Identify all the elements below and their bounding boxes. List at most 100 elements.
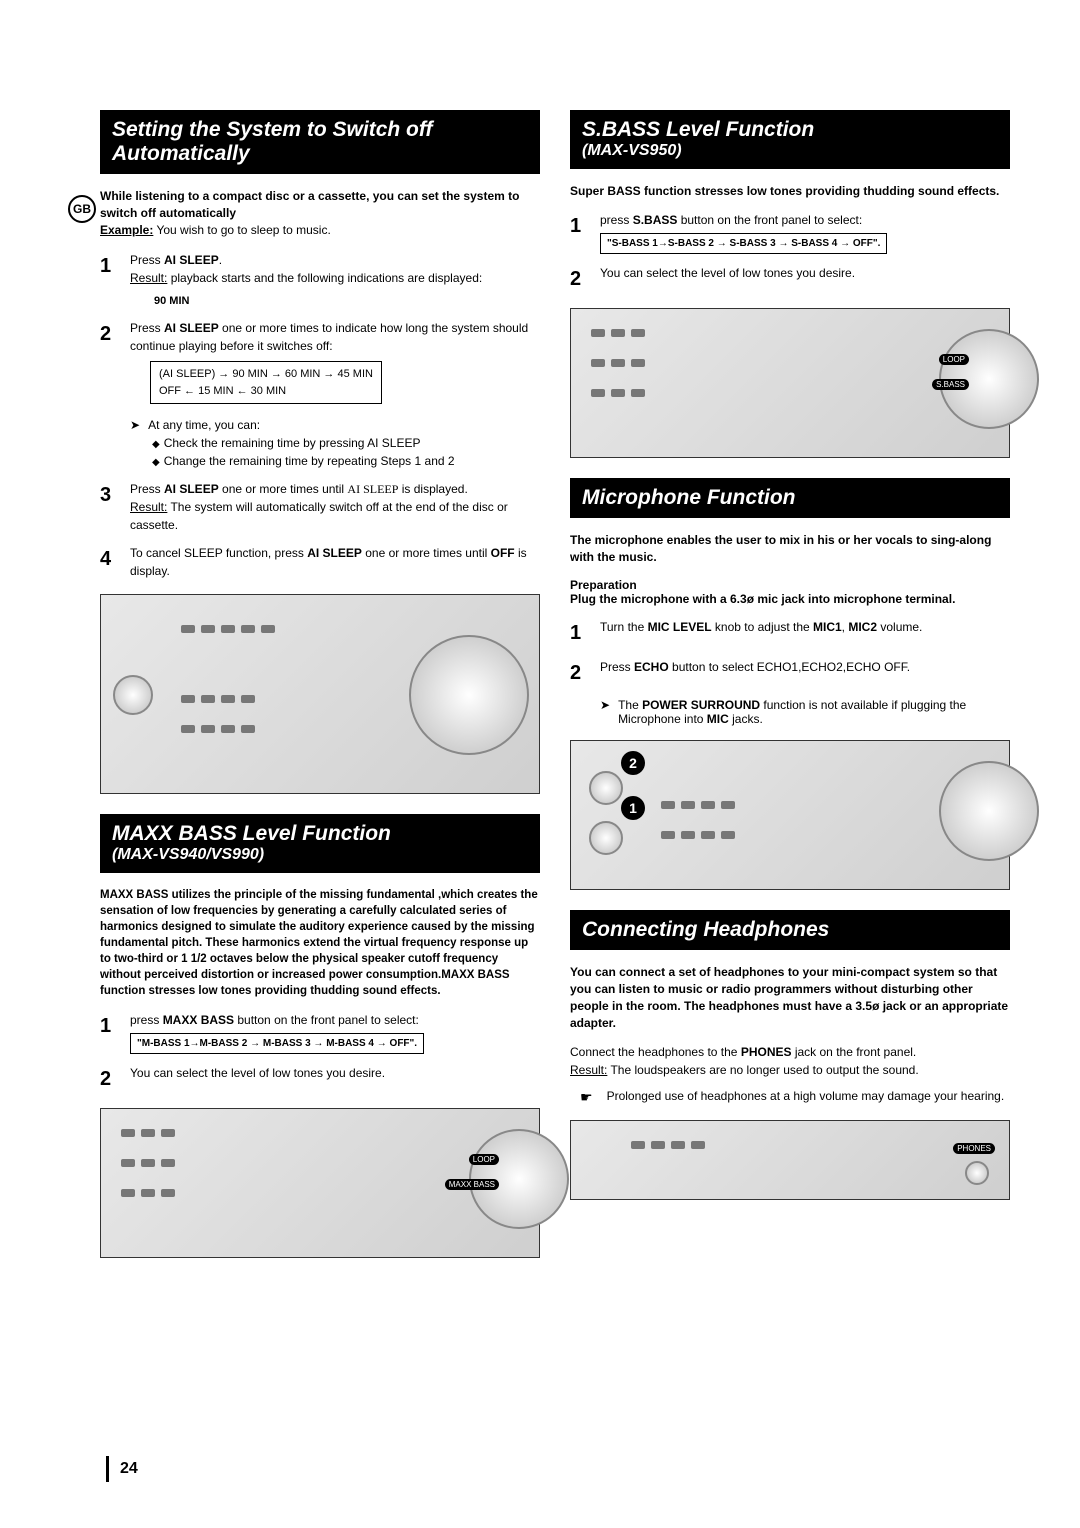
text: is displayed. [398, 482, 467, 496]
key-label: AI SLEEP [307, 546, 362, 560]
text: button on the front panel to select: [234, 1013, 419, 1027]
display-indication: 90 MIN [154, 293, 540, 310]
key-label: PHONES [741, 1045, 792, 1059]
text: Connect the headphones to the [570, 1045, 741, 1059]
example-label: Example: [100, 223, 153, 237]
text: one or more times until [219, 482, 348, 496]
result-label: Result: [130, 500, 167, 514]
text: The system will automatically switch off… [130, 500, 508, 532]
section-header-microphone: Microphone Function [570, 478, 1010, 518]
preparation-block: Preparation Plug the microphone with a 6… [570, 578, 1010, 606]
key-label: AI SLEEP [164, 482, 219, 496]
left-column: Setting the System to Switch off Automat… [100, 110, 540, 1278]
text: You can select the level of low tones yo… [600, 266, 855, 280]
maxx-bass-chip: MAXX BASS [445, 1179, 499, 1190]
text: Turn the [600, 620, 648, 634]
key-label: AI SLEEP [164, 321, 219, 335]
section-title: MAXX BASS Level Function [112, 822, 528, 846]
text: playback starts and the following indica… [167, 271, 482, 285]
step-number: 2 [100, 1064, 118, 1094]
text: Press [130, 321, 164, 335]
prep-text: Plug the microphone with a 6.3ø mic jack… [570, 592, 955, 606]
intro-block: While listening to a compact disc or a c… [100, 188, 540, 238]
mode-sequence: "M-BASS 1→M-BASS 2 → M-BASS 3 → M-BASS 4… [130, 1033, 424, 1054]
step-number: 1 [100, 251, 118, 310]
text: Change the remaining time by repeating S… [164, 454, 455, 468]
key-label: POWER SURROUND [642, 698, 760, 712]
step-1: 1 press S.BASS button on the front panel… [570, 211, 1010, 254]
steps-sbass: 1 press S.BASS button on the front panel… [570, 211, 1010, 294]
step-2: 2 Press AI SLEEP one or more times to in… [100, 319, 540, 470]
intro-text: Super BASS function stresses low tones p… [570, 183, 1010, 200]
text: Press [130, 253, 164, 267]
key-label: MIC [707, 712, 729, 726]
step-number: 2 [570, 264, 588, 294]
hand-icon [580, 1089, 599, 1106]
section-title: Microphone Function [582, 486, 998, 510]
text: You can select the level of low tones yo… [130, 1066, 385, 1080]
step-4: 4 To cancel SLEEP function, press AI SLE… [100, 544, 540, 580]
sequence-box: (AI SLEEP) → 90 MIN → 60 MIN → 45 MIN OF… [150, 361, 382, 404]
key-label: ECHO [634, 660, 669, 674]
key-label: MIC1 [813, 620, 842, 634]
callout-2: 2 [621, 751, 645, 775]
section-subtitle: (MAX-VS950) [582, 142, 998, 160]
sbass-chip: S.BASS [932, 379, 969, 390]
intro-text: You can connect a set of headphones to y… [570, 964, 1010, 1031]
device-figure-mic: 2 1 [570, 740, 1010, 890]
loop-chip: LOOP [939, 354, 969, 365]
warning-line: Prolonged use of headphones at a high vo… [580, 1089, 1010, 1106]
diamond-icon [152, 454, 164, 468]
step-number: 1 [100, 1011, 118, 1054]
step-3: 3 Press AI SLEEP one or more times until… [100, 480, 540, 534]
mode-sequence: "S-BASS 1→S-BASS 2 → S-BASS 3 → S-BASS 4… [600, 233, 887, 254]
step-1: 1 Press AI SLEEP. Result: playback start… [100, 251, 540, 310]
text: one or more times until [362, 546, 491, 560]
page-number: 24 [120, 1460, 138, 1478]
step-2: 2 Press ECHO button to select ECHO1,ECHO… [570, 658, 1010, 688]
device-figure-headphones: PHONES [570, 1120, 1010, 1200]
text: button to select ECHO1,ECHO2,ECHO OFF. [669, 660, 910, 674]
text: Press [130, 482, 164, 496]
gb-badge: GB [68, 195, 96, 223]
text: The [618, 698, 642, 712]
steps-maxxbass: 1 press MAXX BASS button on the front pa… [100, 1011, 540, 1094]
text: jacks. [729, 712, 763, 726]
device-figure-main [100, 594, 540, 794]
intro-text: The microphone enables the user to mix i… [570, 532, 1010, 566]
section-header-maxxbass: MAXX BASS Level Function (MAX-VS940/VS99… [100, 814, 540, 873]
section-title: Setting the System to Switch off Automat… [112, 118, 528, 166]
text: At any time, you can: [148, 416, 260, 434]
text: button on the front panel to select: [677, 213, 862, 227]
note-line: The POWER SURROUND function is not avail… [600, 698, 1010, 726]
arrow-icon [600, 698, 610, 726]
steps-mic: 1 Turn the MIC LEVEL knob to adjust the … [570, 618, 1010, 688]
section-title: S.BASS Level Function [582, 118, 998, 142]
note-line: At any time, you can: [130, 416, 540, 434]
step-number: 1 [570, 618, 588, 648]
callout-1: 1 [621, 796, 645, 820]
key-label: MIC2 [848, 620, 877, 634]
body-text: Connect the headphones to the PHONES jac… [570, 1043, 1010, 1079]
arrow-icon [130, 416, 140, 434]
section-subtitle: (MAX-VS940/VS990) [112, 846, 528, 864]
text: press [600, 213, 633, 227]
key-label: MIC LEVEL [648, 620, 712, 634]
key-label: AI SLEEP [164, 253, 219, 267]
text: press [130, 1013, 163, 1027]
key-label: MAXX BASS [163, 1013, 234, 1027]
text: Check the remaining time by pressing AI … [164, 436, 421, 450]
step-number: 1 [570, 211, 588, 254]
page-columns: Setting the System to Switch off Automat… [70, 110, 1010, 1278]
result-label: Result: [570, 1063, 607, 1077]
text: volume. [877, 620, 922, 634]
device-figure-maxxbass: MAXX BASS LOOP [100, 1108, 540, 1258]
text: knob to adjust the [712, 620, 813, 634]
step-number: 3 [100, 480, 118, 534]
section-title: Connecting Headphones [582, 918, 998, 942]
key-label: S.BASS [633, 213, 678, 227]
step-number: 2 [100, 319, 118, 470]
text: jack on the front panel. [792, 1045, 917, 1059]
text: To cancel SLEEP function, press [130, 546, 307, 560]
device-figure-sbass: S.BASS LOOP [570, 308, 1010, 458]
